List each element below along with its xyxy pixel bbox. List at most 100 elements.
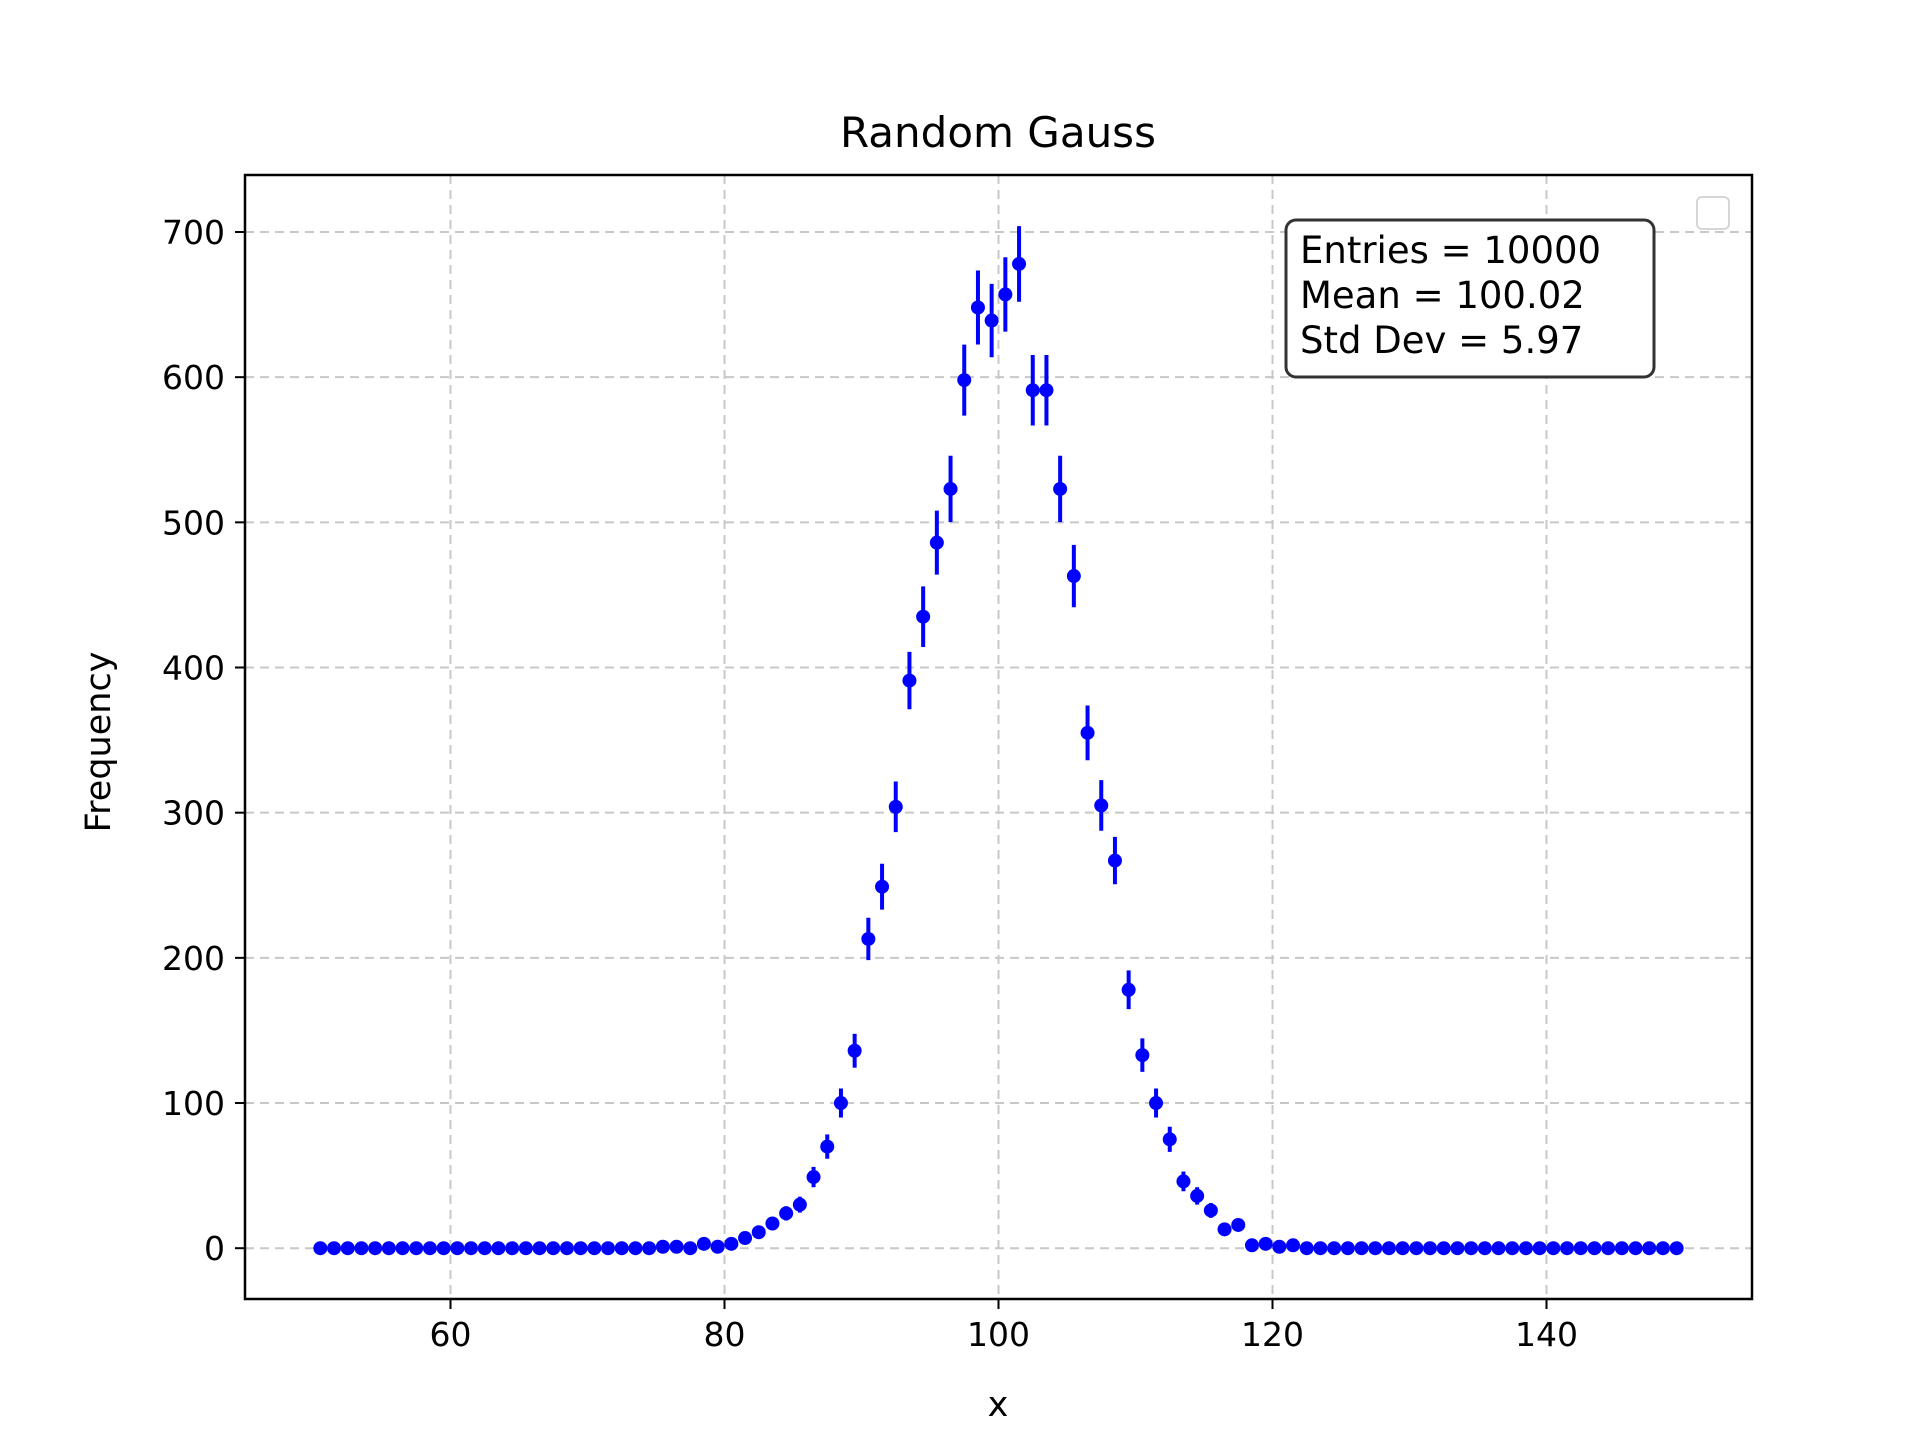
data-point bbox=[724, 1236, 739, 1251]
data-point bbox=[833, 1096, 848, 1111]
data-point bbox=[1313, 1241, 1328, 1256]
stats-mean: Mean = 100.02 bbox=[1300, 274, 1585, 317]
data-point bbox=[546, 1241, 561, 1256]
data-point bbox=[505, 1241, 520, 1256]
data-point bbox=[450, 1241, 465, 1256]
y-tick-label: 600 bbox=[162, 358, 225, 397]
data-point bbox=[1601, 1241, 1616, 1256]
data-point bbox=[1628, 1241, 1643, 1256]
data-point bbox=[792, 1197, 807, 1212]
x-tick-label: 100 bbox=[967, 1315, 1030, 1354]
data-point bbox=[820, 1139, 835, 1154]
data-point bbox=[683, 1241, 698, 1256]
y-axis-label: Frequency bbox=[79, 652, 119, 833]
data-point bbox=[1436, 1241, 1451, 1256]
data-point bbox=[464, 1241, 479, 1256]
data-point bbox=[738, 1231, 753, 1246]
data-point bbox=[340, 1241, 355, 1256]
stats-box: Entries = 10000 Mean = 100.02 Std Dev = … bbox=[1284, 218, 1656, 379]
data-point bbox=[765, 1216, 780, 1231]
data-point bbox=[601, 1241, 616, 1256]
data-point bbox=[1094, 798, 1109, 813]
data-point bbox=[1176, 1174, 1191, 1189]
x-tick-label: 140 bbox=[1515, 1315, 1578, 1354]
data-point bbox=[1642, 1241, 1657, 1256]
data-point bbox=[1573, 1241, 1588, 1256]
data-point bbox=[1299, 1241, 1314, 1256]
data-point bbox=[710, 1239, 725, 1254]
stats-std-dev: Std Dev = 5.97 bbox=[1300, 319, 1583, 362]
data-point bbox=[751, 1225, 766, 1240]
data-point bbox=[1066, 569, 1081, 584]
data-point bbox=[998, 287, 1013, 302]
data-points bbox=[313, 226, 1684, 1256]
y-tick-label: 300 bbox=[162, 794, 225, 833]
y-tick-label: 200 bbox=[162, 939, 225, 978]
data-point bbox=[1327, 1241, 1342, 1256]
data-point bbox=[1464, 1241, 1479, 1256]
data-point bbox=[1340, 1241, 1355, 1256]
data-point bbox=[929, 535, 944, 550]
data-point bbox=[1546, 1241, 1561, 1256]
data-point bbox=[669, 1239, 684, 1254]
data-point bbox=[1121, 982, 1136, 997]
data-point bbox=[1190, 1188, 1205, 1203]
chart-title: Random Gauss bbox=[840, 108, 1156, 157]
data-point bbox=[573, 1241, 588, 1256]
data-point bbox=[1381, 1241, 1396, 1256]
plot-frame bbox=[243, 173, 1754, 1301]
data-point bbox=[1217, 1222, 1232, 1237]
data-point bbox=[1012, 256, 1027, 271]
x-tick-label: 120 bbox=[1241, 1315, 1304, 1354]
data-point bbox=[875, 879, 890, 894]
data-point bbox=[1162, 1132, 1177, 1147]
data-point bbox=[313, 1241, 328, 1256]
data-point bbox=[1107, 853, 1122, 868]
data-point bbox=[1244, 1238, 1259, 1253]
stats-box-frame bbox=[1284, 218, 1656, 379]
data-point bbox=[943, 481, 958, 496]
data-point bbox=[1423, 1241, 1438, 1256]
data-point bbox=[779, 1206, 794, 1221]
legend-box bbox=[1696, 196, 1730, 230]
data-point bbox=[1518, 1241, 1533, 1256]
data-point bbox=[518, 1241, 533, 1256]
data-point bbox=[642, 1241, 657, 1256]
data-point bbox=[532, 1241, 547, 1256]
x-tick-label: 80 bbox=[704, 1315, 746, 1354]
data-point bbox=[1477, 1241, 1492, 1256]
data-point bbox=[1368, 1241, 1383, 1256]
data-point bbox=[354, 1241, 369, 1256]
y-tick-label: 400 bbox=[162, 649, 225, 688]
data-point bbox=[628, 1241, 643, 1256]
data-point bbox=[1491, 1241, 1506, 1256]
data-point bbox=[861, 931, 876, 946]
data-point bbox=[1080, 725, 1095, 740]
data-point bbox=[984, 313, 999, 328]
data-point bbox=[1039, 383, 1054, 398]
data-point bbox=[395, 1241, 410, 1256]
data-point bbox=[1203, 1203, 1218, 1218]
x-tick-label: 60 bbox=[430, 1315, 472, 1354]
data-point bbox=[1053, 481, 1068, 496]
data-point bbox=[368, 1241, 383, 1256]
data-point bbox=[902, 673, 917, 688]
data-point bbox=[422, 1241, 437, 1256]
data-point bbox=[1354, 1241, 1369, 1256]
data-point bbox=[916, 609, 931, 624]
stats-entries: Entries = 10000 bbox=[1300, 229, 1601, 272]
data-point bbox=[491, 1241, 506, 1256]
data-point bbox=[1231, 1217, 1246, 1232]
data-point bbox=[1669, 1241, 1684, 1256]
data-point bbox=[655, 1239, 670, 1254]
data-point bbox=[1655, 1241, 1670, 1256]
data-point bbox=[957, 373, 972, 388]
y-tick-label: 0 bbox=[204, 1229, 225, 1268]
data-point bbox=[559, 1241, 574, 1256]
data-point bbox=[1286, 1238, 1301, 1253]
data-point bbox=[1560, 1241, 1575, 1256]
data-point bbox=[1395, 1241, 1410, 1256]
data-point bbox=[1272, 1239, 1287, 1254]
data-point bbox=[327, 1241, 342, 1256]
